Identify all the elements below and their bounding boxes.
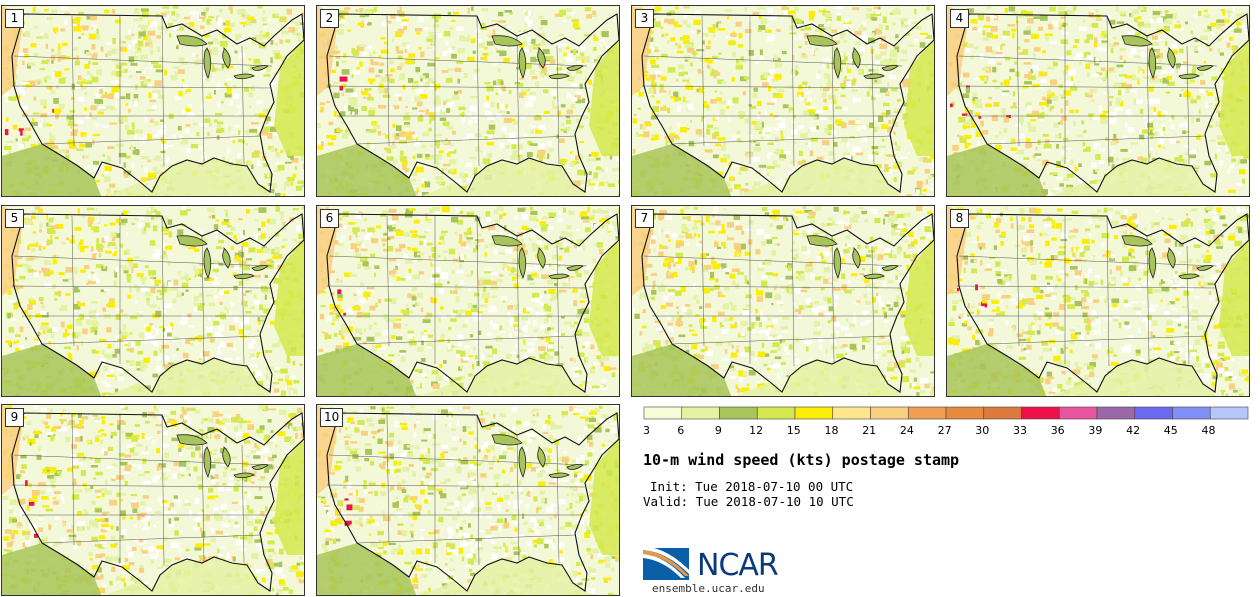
colorbar-segment (1134, 406, 1173, 420)
stamp-panel-8: 8 (946, 205, 1250, 397)
colorbar-tick-label: 18 (824, 424, 839, 437)
member-label: 7 (635, 209, 654, 228)
member-label: 6 (320, 209, 339, 228)
colorbar-segment (1021, 406, 1060, 420)
colorbar-tick-label: 15 (786, 424, 801, 437)
wind-speed-map (947, 206, 1249, 396)
valid-time: Valid: Tue 2018-07-10 10 UTC (643, 494, 854, 509)
colorbar-segment (983, 406, 1022, 420)
colorbar-segment (1096, 406, 1136, 420)
member-label: 3 (635, 9, 654, 28)
colorbar-tick-label: 30 (975, 424, 990, 437)
colorbar-segment (1172, 406, 1211, 420)
wind-speed-map (317, 6, 619, 196)
logo-wordmark: NCAR (697, 548, 779, 583)
colorbar-tick-label: 36 (1050, 424, 1065, 437)
colorbar-tick-label: 3 (643, 424, 650, 437)
site-url: ensemble.ucar.edu (652, 582, 765, 595)
colorbar-tick-label: 42 (1126, 424, 1141, 437)
colorbar-segment (945, 406, 985, 420)
colorbar-tick-label: 24 (899, 424, 914, 437)
member-label: 5 (5, 209, 24, 228)
colorbar-tick-label: 48 (1201, 424, 1216, 437)
stamp-panel-5: 5 (1, 205, 305, 397)
colorbar-tick-label: 33 (1013, 424, 1027, 437)
member-label: 2 (320, 9, 339, 28)
stamp-panel-6: 6 (316, 205, 620, 397)
wind-speed-map (2, 206, 304, 396)
stamp-panel-4: 4 (946, 5, 1250, 197)
colorbar-segment (1209, 406, 1249, 420)
colorbar-segment (681, 406, 720, 420)
colorbar-tick-label: 6 (677, 424, 685, 437)
colorbar-tick-label: 21 (862, 424, 877, 437)
stamp-panel-2: 2 (316, 5, 620, 197)
colorbar-tick-label: 9 (714, 424, 722, 437)
member-label: 8 (950, 209, 969, 228)
stamp-panel-3: 3 (631, 5, 935, 197)
colorbar-tick-label: 12 (749, 424, 764, 437)
colorbar-tick-label: 39 (1088, 424, 1103, 437)
colorbar-tick-label: 45 (1163, 424, 1178, 437)
stamp-panel-9: 9 (1, 404, 305, 596)
colorbar-segment (832, 406, 871, 420)
stamp-panel-1: 1 (1, 5, 305, 197)
member-label: 4 (950, 9, 969, 28)
colorbar-segment (907, 406, 947, 420)
colorbar-tick-labels: 3 6 9 12 15 18 21 24 27 30 33 36 39 42 45 48 (643, 424, 1260, 440)
colorbar-segment (794, 406, 834, 420)
stamp-panel-10: 10 (316, 404, 620, 596)
wind-speed-map (947, 6, 1249, 196)
wind-speed-colorbar (643, 406, 1249, 420)
colorbar-segment (719, 406, 758, 420)
wind-speed-map (317, 206, 619, 396)
colorbar-segment (1058, 406, 1098, 420)
colorbar-segment (756, 406, 796, 420)
wind-speed-map (317, 405, 619, 595)
stamp-panel-7: 7 (631, 205, 935, 397)
wind-speed-map (632, 206, 934, 396)
colorbar-segment (870, 406, 909, 420)
colorbar-tick-label: 27 (937, 424, 952, 437)
init-time: Init: Tue 2018-07-10 00 UTC (650, 479, 854, 494)
plot-title: 10-m wind speed (kts) postage stamp (643, 451, 960, 469)
ncar-logo-icon (643, 546, 693, 580)
colorbar-segment (643, 406, 683, 420)
wind-speed-map (2, 6, 304, 196)
wind-speed-map (632, 6, 934, 196)
member-label: 10 (320, 408, 344, 427)
member-label: 9 (5, 408, 24, 427)
member-label: 1 (5, 9, 24, 28)
wind-speed-map (2, 405, 304, 595)
